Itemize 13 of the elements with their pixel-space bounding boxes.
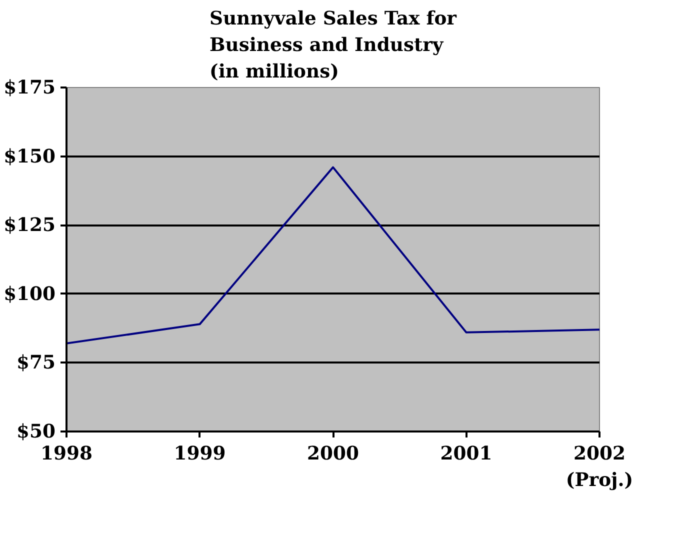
- x-tick-label: 1999: [174, 442, 226, 464]
- y-tick-label: $175: [4, 76, 56, 98]
- y-tick-label: $50: [16, 420, 56, 442]
- x-tick-label: 1998: [40, 442, 92, 464]
- y-tick-label: $100: [4, 282, 56, 305]
- x-tick-label: 2000: [307, 442, 359, 464]
- y-tick-label: $125: [4, 214, 56, 236]
- y-tick-label: $75: [16, 352, 56, 374]
- chart-title: Sunnyvale Sales Tax for Business and Industry (in millions): [210, 8, 458, 82]
- y-tick-label: $150: [4, 145, 56, 168]
- line-series: [66, 166, 600, 344]
- x-tick-label: 2002 (Proj.): [566, 442, 634, 491]
- x-tick-label: 2001: [440, 442, 492, 464]
